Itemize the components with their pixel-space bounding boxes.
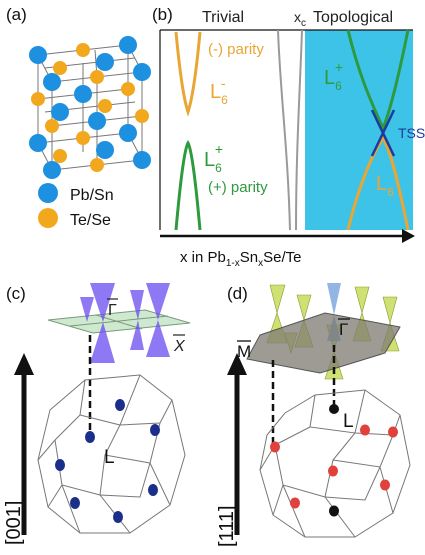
- l-points: [55, 399, 160, 523]
- direction-label-d: [111]: [216, 505, 238, 547]
- surface-hexagon: [246, 312, 401, 374]
- inverted-green-band: [346, 29, 410, 132]
- direction-arrowhead: [14, 353, 34, 375]
- legend-tese-label: Te/Se: [70, 212, 111, 229]
- l6-minus-band: [174, 31, 202, 117]
- dirac-cones: [80, 283, 170, 363]
- l6-topo-label: L6: [376, 173, 394, 199]
- bz-111-diagram: (d) M Γ L: [216, 283, 411, 547]
- legend-tese-swatch: [38, 208, 58, 228]
- panel-a-label: (a): [6, 5, 27, 24]
- legend-pbsn-swatch: [38, 183, 58, 203]
- l6-plus-label: L6+: [204, 141, 223, 175]
- bz-001-diagram: (c) Γ X: [3, 283, 191, 545]
- brillouin-zone-d: [259, 389, 411, 538]
- trivial-label: Trivial: [202, 9, 244, 26]
- band-inversion-diagram: (b) Trivial xc Topological (-) parity L6…: [152, 5, 425, 269]
- gap-closing-line-2: [295, 29, 303, 231]
- l-point-label-d: L: [343, 411, 354, 432]
- x-axis-label: x in Pb1-xSnxSe/Te: [180, 249, 301, 269]
- pos-parity-label: (+) parity: [208, 179, 268, 196]
- m-bar-label: M: [237, 342, 251, 361]
- topological-region: [305, 30, 413, 230]
- l-point-bottom: [329, 505, 339, 517]
- panel-c-label: (c): [6, 284, 26, 303]
- panel-a: (a): [0, 0, 165, 235]
- gamma-bar-label: Γ: [108, 302, 117, 319]
- inverted-orange-band: [346, 135, 410, 231]
- topological-label: Topological: [313, 9, 393, 26]
- panel-b: (b) Trivial xc Topological (-) parity L6…: [150, 0, 425, 275]
- panel-d-label: (d): [227, 284, 248, 303]
- rocksalt-lattice: (a): [6, 5, 151, 229]
- atoms: [29, 36, 151, 179]
- xc-label: xc: [294, 9, 306, 29]
- l6-minus-label: L6-: [210, 75, 228, 107]
- tss-line-2: [370, 109, 396, 157]
- legend-pbsn-label: Pb/Sn: [70, 187, 114, 204]
- l-point-label: L: [104, 447, 115, 468]
- direction-label: [001]: [3, 501, 25, 545]
- panel-d: (d) M Γ L: [215, 275, 425, 550]
- l6-plus-topo-label: L6+: [324, 59, 343, 93]
- gap-closing-line-1: [277, 29, 291, 231]
- xbar-label: X: [173, 338, 186, 355]
- direction-arrowhead-d: [227, 353, 247, 375]
- l-point-top: [329, 404, 339, 414]
- neg-parity-label: (-) parity: [208, 41, 264, 58]
- l-points-d: [270, 424, 398, 509]
- l6-plus-band: [174, 139, 202, 231]
- x-axis-arrowhead: [402, 229, 415, 243]
- gamma-bar-label-d: Γ: [339, 320, 348, 339]
- panel-b-label: (b): [152, 5, 173, 24]
- tss-label: TSS: [398, 125, 425, 141]
- panel-c: (c) Γ X: [0, 275, 210, 550]
